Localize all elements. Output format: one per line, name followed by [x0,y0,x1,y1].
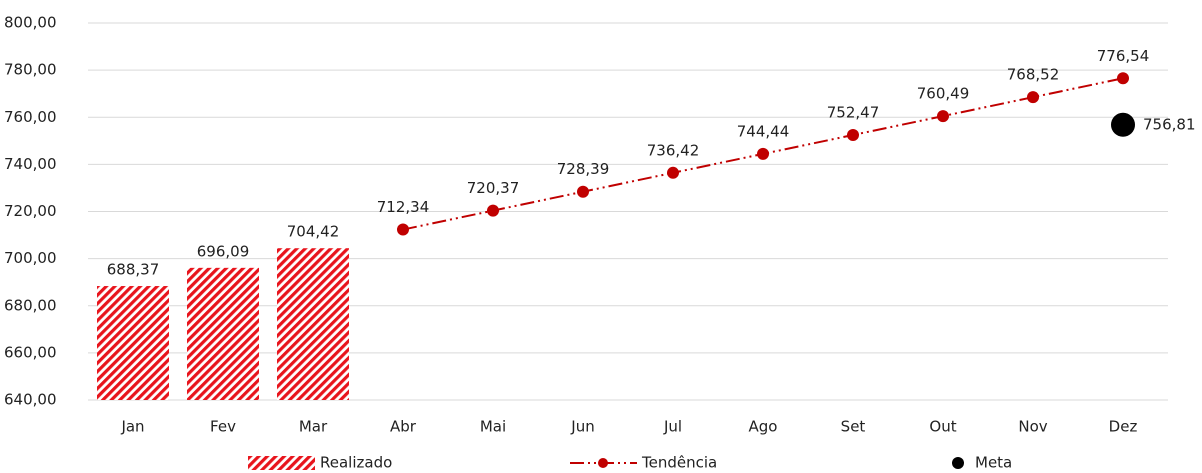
legend-label: Tendência [641,454,717,472]
data-label: 688,37 [107,261,160,279]
data-label: 704,42 [287,223,340,241]
y-tick-label: 700,00 [4,249,57,267]
legend-label: Realizado [320,454,392,472]
data-label: 728,39 [557,160,610,178]
legend-swatch [598,458,608,468]
legend-swatch [952,457,964,469]
trend-point [757,147,769,160]
bar [187,267,259,400]
y-tick-label: 740,00 [4,155,57,173]
y-tick-label: 640,00 [4,391,57,409]
data-label: 696,09 [197,242,250,260]
x-tick-label: Ago [749,418,778,436]
x-tick-label: Nov [1018,418,1047,436]
bar [97,286,169,400]
x-tick-label: Jan [120,418,144,436]
x-tick-label: Jun [570,418,594,436]
trend-point [1027,91,1039,104]
trend-point [847,128,859,141]
y-tick-label: 720,00 [4,202,57,220]
legend-swatch [248,456,315,470]
data-label: 720,37 [467,179,520,197]
x-tick-label: Mai [480,418,506,436]
x-tick-label: Dez [1109,418,1138,436]
legend-label: Meta [975,454,1012,472]
y-tick-label: 680,00 [4,296,57,314]
data-label: 744,44 [737,122,790,140]
x-tick-label: Fev [210,418,236,436]
data-label: 756,81 [1143,115,1196,133]
x-tick-label: Set [841,418,866,436]
trend-point [577,185,589,198]
y-tick-label: 780,00 [4,61,57,79]
x-tick-label: Out [929,418,956,436]
trend-point [937,110,949,123]
x-tick-label: Jul [663,418,682,436]
trend-point [1117,72,1129,85]
data-label: 768,52 [1007,66,1060,84]
meta-point [1111,112,1135,137]
x-tick-label: Abr [390,418,417,436]
trend-point [487,204,499,217]
data-label: 736,42 [647,141,700,159]
x-tick-label: Mar [299,418,328,436]
data-label: 712,34 [377,198,430,216]
trend-point [397,223,409,236]
data-label: 760,49 [917,85,970,103]
y-tick-label: 660,00 [4,343,57,361]
bar [277,248,349,400]
y-tick-label: 800,00 [4,14,57,32]
data-label: 752,47 [827,103,880,121]
data-label: 776,54 [1097,47,1150,65]
y-tick-label: 760,00 [4,108,57,126]
trend-point [667,166,679,179]
